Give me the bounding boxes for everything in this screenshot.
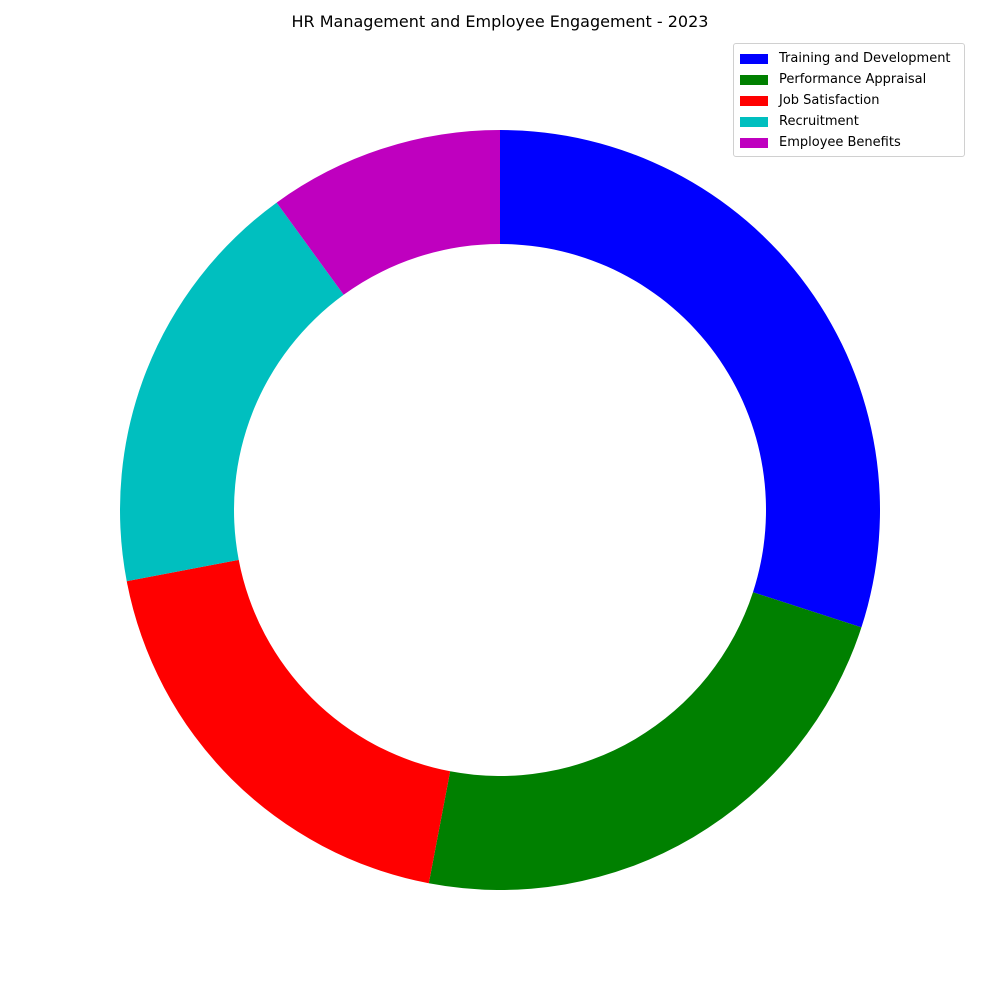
legend-label: Training and Development [779,51,951,66]
legend-swatch [740,137,768,148]
legend-item-performance-appraisal: Performance Appraisal [740,69,958,90]
legend-item-recruitment: Recruitment [740,111,958,132]
slice-job-satisfaction [126,559,451,884]
legend-swatch [740,53,768,64]
legend-label: Employee Benefits [779,135,901,150]
legend-item-employee-benefits: Employee Benefits [740,132,958,153]
legend-item-training-and-development: Training and Development [740,48,958,69]
legend-swatch [740,116,768,127]
donut-slices [119,130,880,890]
slice-training-and-development [500,130,880,628]
legend-label: Recruitment [779,114,859,129]
slice-employee-benefits [276,130,500,295]
legend-label: Job Satisfaction [779,93,880,108]
chart-title: HR Management and Employee Engagement - … [291,12,709,31]
legend-item-job-satisfaction: Job Satisfaction [740,90,958,111]
chart-legend: Training and Development Performance App… [733,43,965,157]
legend-swatch [740,74,768,85]
slice-performance-appraisal [428,592,862,890]
legend-swatch [740,95,768,106]
slice-recruitment [119,202,344,582]
legend-label: Performance Appraisal [779,72,927,87]
